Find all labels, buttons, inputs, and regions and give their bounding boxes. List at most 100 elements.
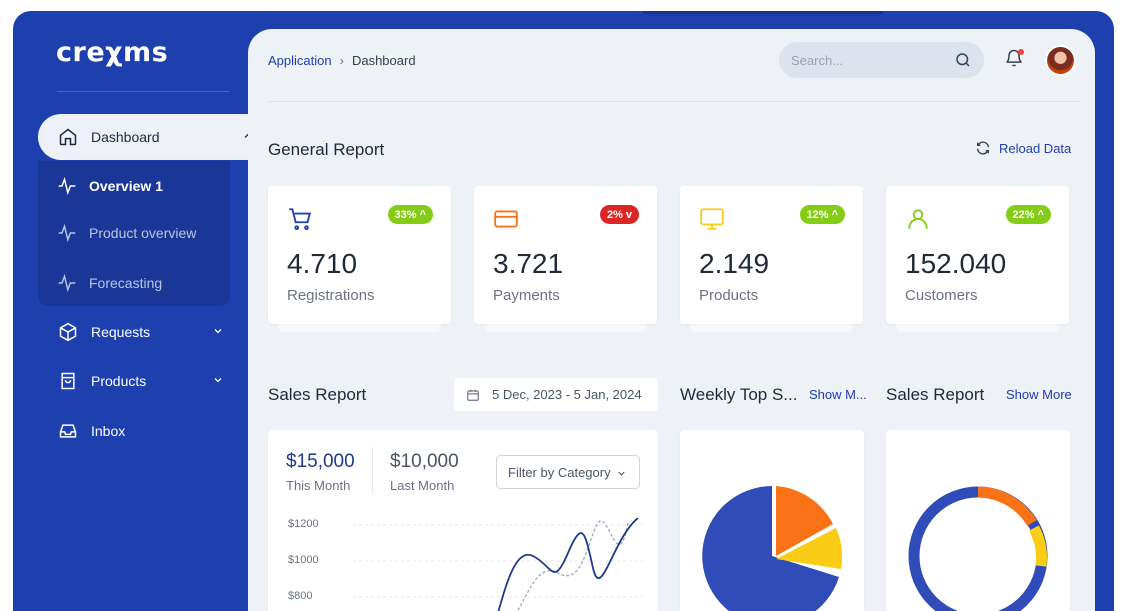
pie-slice-blue <box>702 486 839 611</box>
search-placeholder: Search... <box>791 52 844 68</box>
card-stack-shadow <box>484 322 647 332</box>
general-report-title: General Report <box>268 140 385 159</box>
sidebar-item-label: Products <box>91 373 147 389</box>
this-month-series-line <box>497 518 639 611</box>
search-icon[interactable] <box>954 51 972 72</box>
reload-data-label: Reload Data <box>999 140 1072 156</box>
date-range-picker[interactable]: 5 Dec, 2023 - 5 Jan, 2024 <box>454 378 658 411</box>
filter-category-dropdown[interactable]: Filter by Category <box>496 455 640 489</box>
user-icon <box>905 206 931 237</box>
card-stack-shadow <box>896 322 1059 332</box>
chart-gridlines <box>353 524 643 598</box>
chevron-down-icon <box>212 324 224 340</box>
frame-notch <box>643 11 883 14</box>
sales-report-title: Sales Report <box>268 385 367 404</box>
stat-label: Payments <box>493 287 560 304</box>
filter-category-label: Filter by Category <box>508 464 611 480</box>
main-content: Application › Dashboard Search... Genera… <box>248 29 1095 611</box>
monitor-icon <box>699 206 725 237</box>
activity-icon <box>57 223 77 243</box>
value-divider <box>372 447 373 493</box>
chevron-down-icon <box>616 467 627 482</box>
sidebar-subitem-product-overview[interactable]: Product overview <box>38 210 230 256</box>
sidebar-subitem-label: Overview 1 <box>89 178 163 194</box>
sidebar-item-label: Inbox <box>91 423 126 439</box>
trend-badge-value: 33% <box>394 208 417 221</box>
sidebar-item-label: Dashboard <box>91 129 160 145</box>
sales-line-chart <box>353 518 643 611</box>
stat-value: 152.040 <box>905 248 1007 279</box>
date-range-value: 5 Dec, 2023 - 5 Jan, 2024 <box>492 387 642 402</box>
sales-report-donut-card <box>886 430 1070 611</box>
sidebar-item-dashboard[interactable]: Dashboard <box>38 114 278 160</box>
chevron-up-icon: ^ <box>831 208 838 221</box>
trend-badge: 22% ^ <box>1005 205 1051 224</box>
sidebar-item-label: Requests <box>91 324 151 340</box>
sidebar-subitem-forecasting[interactable]: Forecasting <box>38 260 230 306</box>
sidebar-subitem-label: Forecasting <box>89 275 163 291</box>
sidebar-subitem-overview-1[interactable]: Overview 1 <box>38 163 230 209</box>
stat-card-products: 12% ^ 2.149 Products <box>680 186 863 324</box>
activity-icon <box>57 176 77 196</box>
stat-label: Customers <box>905 287 978 304</box>
weekly-top-show-more-link[interactable]: Show M... <box>809 387 867 402</box>
this-month-label: This Month <box>286 478 351 493</box>
sidebar-item-inbox[interactable]: Inbox <box>38 408 248 454</box>
stat-value: 4.710 <box>287 248 358 279</box>
weekly-top-pie-card <box>680 430 864 611</box>
breadcrumb-application[interactable]: Application <box>268 53 332 68</box>
search-input[interactable]: Search... <box>779 42 984 78</box>
user-avatar[interactable] <box>1045 45 1076 76</box>
trend-badge: 2% v <box>599 205 639 224</box>
chevron-down-icon <box>212 373 224 389</box>
weekly-top-title: Weekly Top S... <box>680 385 798 404</box>
y-axis-tick: $1000 <box>288 554 319 566</box>
weekly-top-pie-chart <box>702 486 842 611</box>
last-month-label: Last Month <box>390 478 455 493</box>
bag-icon <box>57 370 79 392</box>
stat-value: 3.721 <box>493 248 564 279</box>
app-logo: creχms <box>56 37 169 68</box>
card-stack-shadow <box>690 322 853 332</box>
chevron-up-icon: ^ <box>419 208 426 221</box>
trend-badge-value: 12% <box>806 208 829 221</box>
sales-donut-chart <box>908 486 1048 611</box>
pie-slice-yellow <box>776 528 842 569</box>
app-frame: creχms Dashboard Overview 1 Product over… <box>13 11 1114 611</box>
header-divider <box>268 101 1081 102</box>
last-month-value: $10,000 <box>390 451 459 472</box>
trend-badge-value: 22% <box>1012 208 1035 221</box>
sales-report-2-show-more-link[interactable]: Show More <box>1006 387 1072 402</box>
stat-value: 2.149 <box>699 248 770 279</box>
refresh-icon <box>977 141 989 155</box>
reload-data-button[interactable]: Reload Data <box>975 140 1071 156</box>
stat-card-payments: 2% v 3.721 Payments <box>474 186 657 324</box>
sales-report-2-title: Sales Report <box>886 385 985 404</box>
notification-bell-icon[interactable] <box>1004 48 1024 73</box>
donut-segment-yellow <box>1029 525 1047 567</box>
y-axis-tick: $1200 <box>288 518 319 530</box>
notification-dot <box>1018 49 1024 55</box>
chevron-up-icon: ^ <box>1037 208 1044 221</box>
stat-label: Products <box>699 287 759 304</box>
this-month-value: $15,000 <box>286 451 355 472</box>
sidebar-item-products[interactable]: Products <box>38 358 248 404</box>
card-stack-shadow <box>278 322 441 332</box>
sidebar-subitem-label: Product overview <box>89 225 197 241</box>
credit-card-icon <box>493 206 519 237</box>
sidebar-item-requests[interactable]: Requests <box>38 309 248 355</box>
home-icon <box>57 126 79 148</box>
stat-label: Registrations <box>287 287 375 304</box>
breadcrumb: Application › Dashboard <box>268 53 416 68</box>
trend-badge: 12% ^ <box>799 205 845 224</box>
box-icon <box>57 321 79 343</box>
breadcrumb-separator-icon: › <box>339 53 344 68</box>
calendar-icon <box>467 389 479 401</box>
trend-badge-value: 2% <box>606 208 623 221</box>
sidebar-divider <box>57 91 229 92</box>
trend-badge: 33% ^ <box>387 205 433 224</box>
cart-icon <box>287 206 313 237</box>
donut-segment-orange <box>977 486 1037 527</box>
pie-slice-orange <box>776 486 833 556</box>
breadcrumb-dashboard: Dashboard <box>351 53 416 68</box>
